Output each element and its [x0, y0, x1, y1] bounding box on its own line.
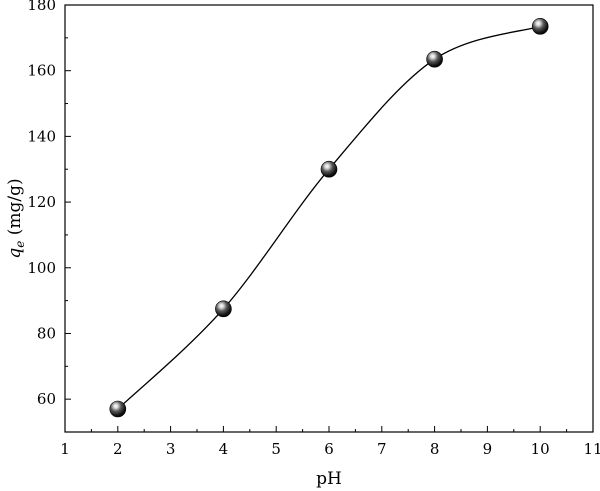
y-axis-symbol: q [5, 248, 25, 259]
y-tick-label: 160 [27, 62, 56, 80]
y-axis-title: qe (mg/g) [5, 178, 27, 258]
x-tick-label: 6 [324, 440, 334, 458]
y-tick-label: 100 [27, 259, 56, 277]
y-axis-ticks: 60 80 100 120 140 160 180 [27, 0, 71, 433]
y-axis-unit: (mg/g) [5, 178, 25, 240]
data-point [531, 18, 549, 35]
data-point [426, 50, 443, 68]
x-tick-label: 3 [166, 440, 176, 458]
data-point [320, 160, 338, 178]
data-point [109, 400, 127, 418]
fit-curve [117, 25, 541, 410]
y-axis-subscript: e [13, 241, 27, 248]
x-tick-label: 9 [483, 440, 493, 458]
x-tick-label: 5 [271, 440, 281, 458]
data-points [109, 18, 549, 418]
x-axis-ticks: 1 2 3 4 5 6 7 8 9 10 11 [60, 426, 600, 458]
x-tick-label: 2 [113, 440, 123, 458]
x-tick-label: 1 [60, 440, 70, 458]
x-tick-label: 10 [531, 440, 550, 458]
x-axis-title: pH [316, 469, 342, 489]
y-tick-label: 180 [27, 0, 56, 14]
x-tick-label: 7 [377, 440, 387, 458]
plot-frame [64, 4, 594, 433]
y-tick-label: 120 [27, 193, 56, 211]
data-point [215, 300, 232, 318]
y-tick-label: 80 [37, 324, 56, 342]
x-tick-label: 8 [430, 440, 440, 458]
y-tick-label: 60 [37, 390, 56, 408]
x-tick-label: 4 [219, 440, 229, 458]
y-tick-label: 140 [27, 127, 56, 145]
x-tick-label: 11 [583, 440, 600, 458]
